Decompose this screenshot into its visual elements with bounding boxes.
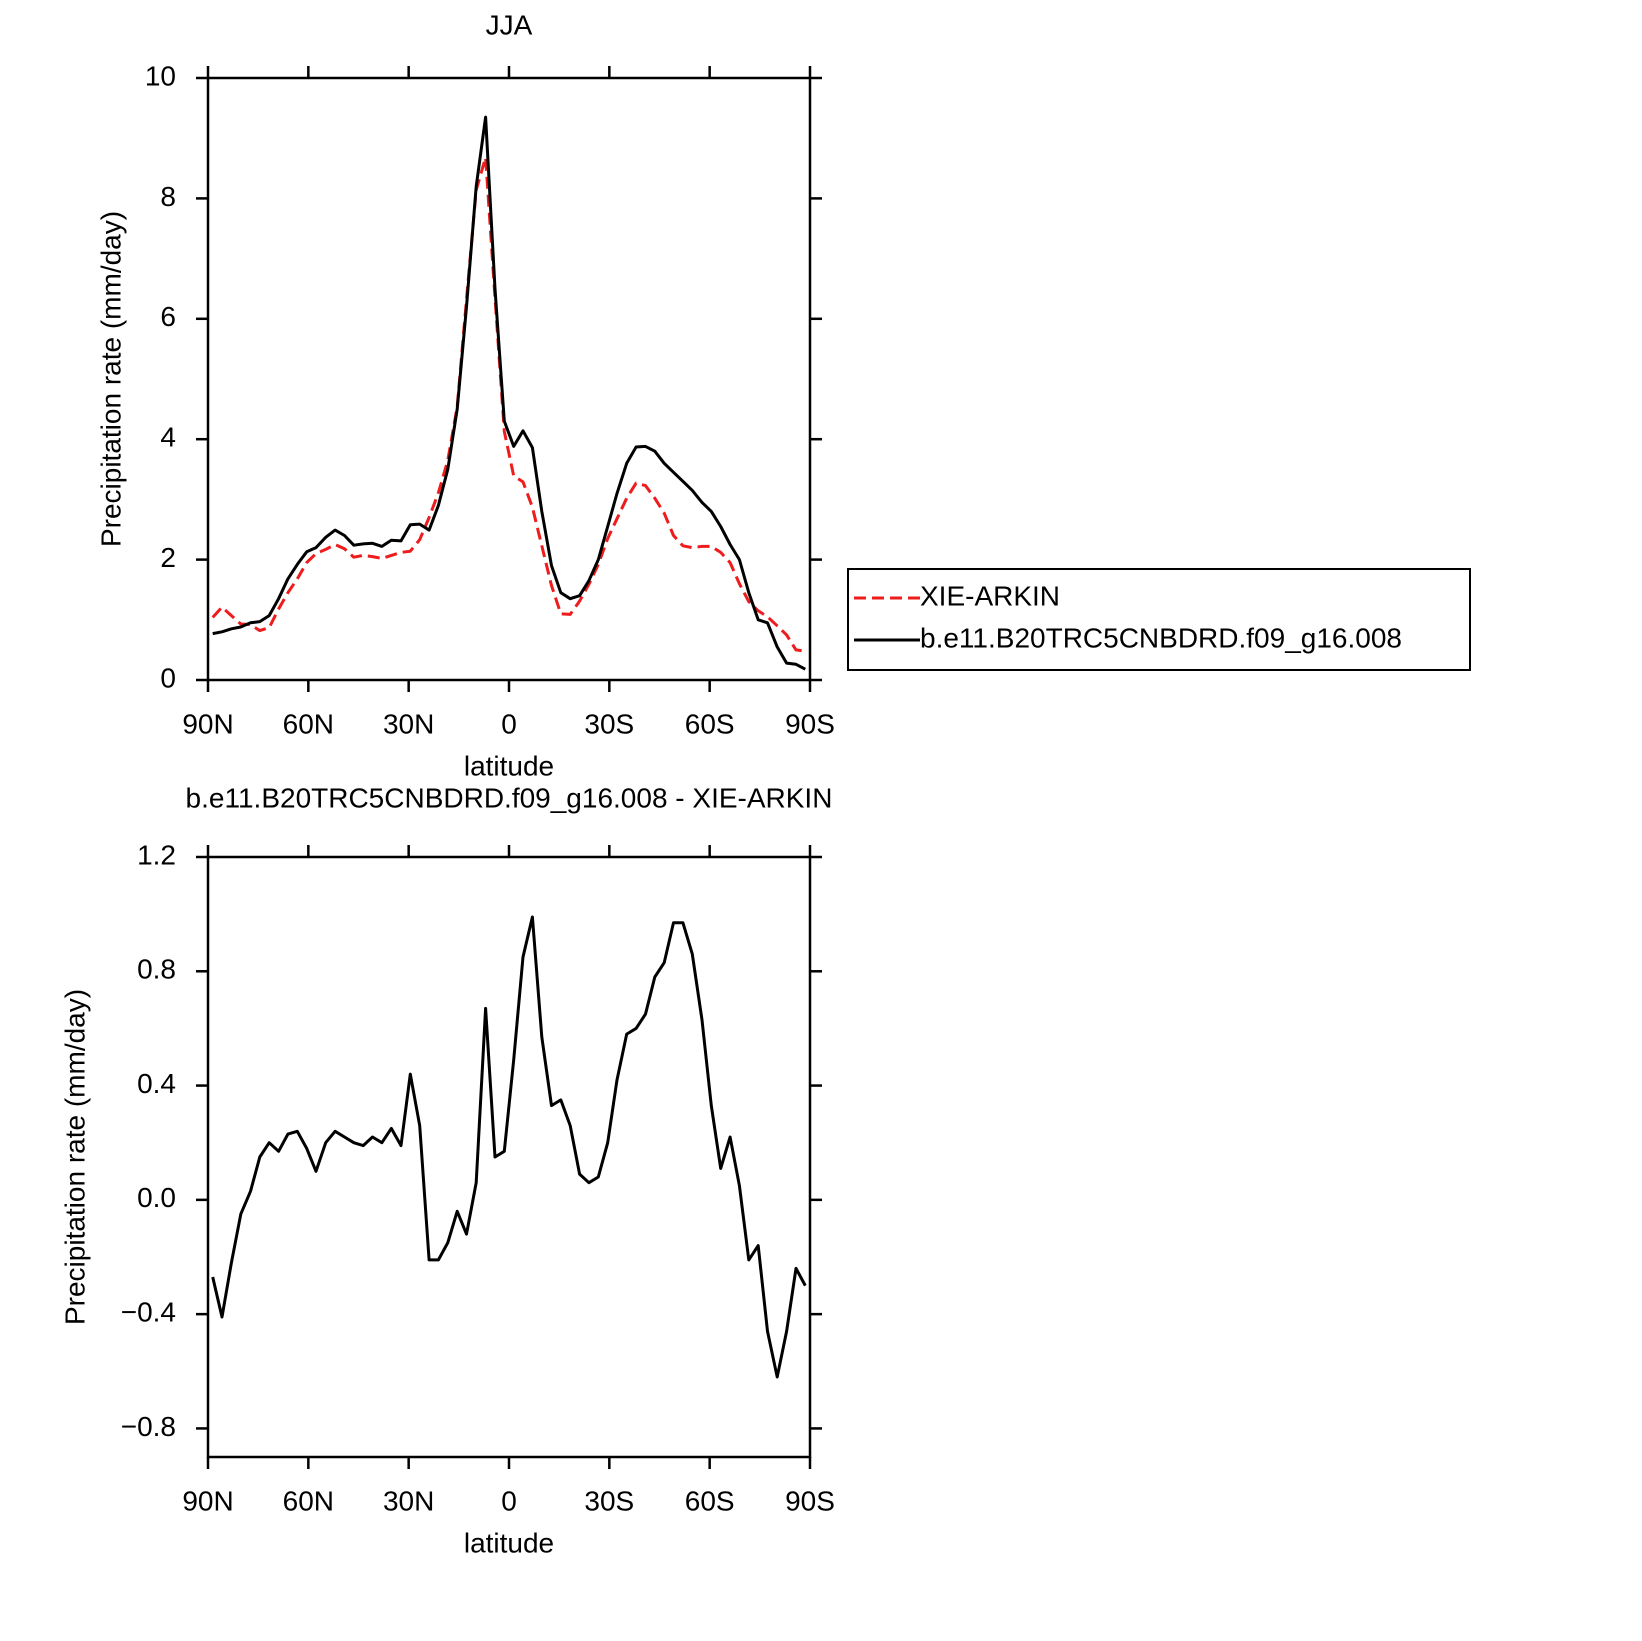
x-tick-label: 60N (283, 708, 334, 739)
y-axis-label: Precipitation rate (mm/day) (95, 211, 126, 547)
legend-box (847, 568, 1471, 671)
x-axis-label: latitude (464, 750, 554, 781)
x-tick-label: 90S (785, 708, 835, 739)
x-tick-label: 0 (501, 708, 517, 739)
legend-label: XIE-ARKIN (920, 580, 1060, 611)
data-line (211, 156, 806, 653)
y-tick-label: 0.0 (137, 1182, 176, 1213)
x-tick-label: 60N (283, 1485, 334, 1516)
x-axis-label: latitude (464, 1527, 554, 1558)
y-tick-label: −0.8 (121, 1411, 176, 1442)
y-tick-label: 6 (160, 301, 176, 332)
chart-title: JJA (486, 9, 533, 40)
y-tick-label: 4 (160, 422, 176, 453)
y-tick-label: −0.4 (121, 1297, 176, 1328)
data-line (212, 115, 806, 671)
x-tick-label: 30N (383, 708, 434, 739)
y-tick-label: 10 (145, 60, 176, 91)
y-tick-label: 0 (160, 662, 176, 693)
x-tick-label: 60S (685, 1485, 735, 1516)
y-tick-label: 1.2 (137, 839, 176, 870)
x-tick-label: 0 (501, 1485, 517, 1516)
y-tick-label: 0.4 (137, 1068, 176, 1099)
x-tick-label: 60S (685, 708, 735, 739)
x-tick-label: 30S (584, 708, 634, 739)
data-line (211, 915, 807, 1379)
plot-frame (206, 76, 812, 682)
y-tick-label: 2 (160, 542, 176, 573)
chart-title: b.e11.B20TRC5CNBDRD.f09_g16.008 - XIE-AR… (186, 782, 833, 813)
x-tick-label: 90S (785, 1485, 835, 1516)
y-tick-label: 0.8 (137, 954, 176, 985)
y-tick-label: 8 (160, 181, 176, 212)
y-axis-label: Precipitation rate (mm/day) (59, 989, 90, 1325)
x-tick-label: 30S (584, 1485, 634, 1516)
x-tick-label: 30N (383, 1485, 434, 1516)
x-tick-label: 90N (182, 708, 233, 739)
x-tick-label: 90N (182, 1485, 233, 1516)
legend-label: b.e11.B20TRC5CNBDRD.f09_g16.008 (920, 622, 1402, 653)
